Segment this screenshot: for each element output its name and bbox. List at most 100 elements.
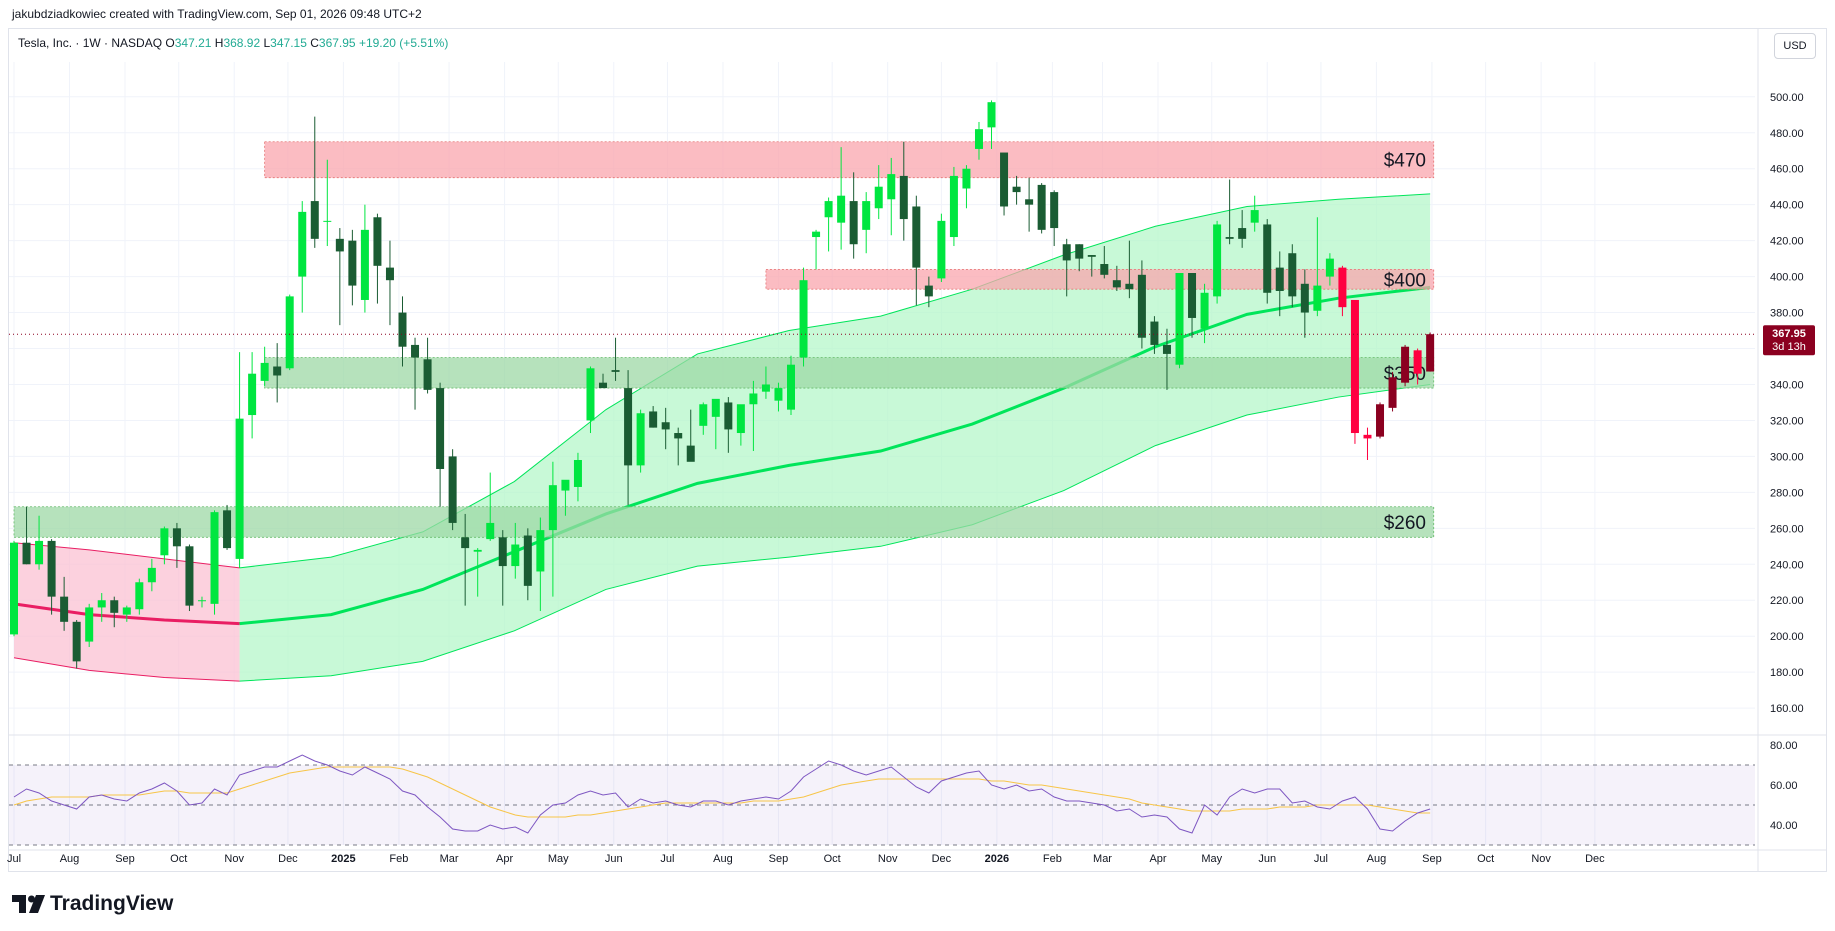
candle-body bbox=[135, 582, 144, 610]
candle-body bbox=[987, 102, 996, 128]
close-value: 367.95 bbox=[318, 36, 356, 50]
candle-body bbox=[498, 537, 507, 567]
price-zone bbox=[264, 357, 1435, 389]
candle-body bbox=[448, 456, 457, 523]
time-tick-label: Nov bbox=[224, 853, 244, 865]
candle-body bbox=[310, 201, 319, 239]
candle-body bbox=[1250, 210, 1259, 223]
candle-body bbox=[60, 596, 69, 622]
candle-body bbox=[1288, 253, 1297, 297]
tradingview-logo-text: TradingView bbox=[50, 892, 174, 915]
candle-body bbox=[949, 175, 958, 238]
candle-body bbox=[1263, 224, 1272, 293]
candle-body bbox=[674, 433, 683, 439]
time-tick-label: Jun bbox=[1258, 853, 1276, 865]
price-tick-label: 440.00 bbox=[1770, 200, 1804, 212]
candle-body bbox=[1025, 199, 1034, 205]
candle-body bbox=[1376, 404, 1385, 437]
candle-body bbox=[273, 366, 282, 376]
candle-body bbox=[235, 418, 244, 559]
time-tick-label: Aug bbox=[1367, 853, 1387, 865]
candle-body bbox=[937, 220, 946, 279]
candle-body bbox=[636, 413, 645, 466]
regression-channel-band bbox=[239, 193, 1431, 682]
candle-body bbox=[1413, 350, 1422, 374]
candle-body bbox=[1075, 244, 1084, 259]
candle-body bbox=[548, 485, 557, 531]
low-label: L bbox=[263, 36, 271, 50]
candle-body bbox=[1112, 280, 1121, 288]
candle-body bbox=[1188, 273, 1197, 318]
close-label: C bbox=[310, 36, 319, 50]
candle-body bbox=[699, 404, 708, 426]
candle-body bbox=[223, 510, 232, 549]
high-value: 368.92 bbox=[223, 36, 261, 50]
candle-body bbox=[1037, 184, 1046, 230]
candle-body bbox=[1213, 224, 1222, 297]
candle-body bbox=[787, 364, 795, 410]
candle-body bbox=[260, 362, 269, 381]
candle-body bbox=[348, 240, 357, 286]
time-tick-label: Oct bbox=[824, 853, 841, 865]
chart-frame bbox=[8, 28, 1827, 872]
price-tick-label: 500.00 bbox=[1770, 92, 1804, 104]
time-tick-label: Dec bbox=[1585, 853, 1605, 865]
price-tick-label: 200.00 bbox=[1770, 631, 1804, 643]
candle-body bbox=[1388, 377, 1397, 408]
price-tick-label: 160.00 bbox=[1770, 703, 1804, 715]
price-tick-label: 280.00 bbox=[1770, 487, 1804, 499]
candle-body bbox=[122, 607, 131, 615]
candle-body bbox=[1200, 292, 1209, 329]
candle-body bbox=[436, 388, 445, 469]
time-tick-label: Mar bbox=[440, 853, 459, 865]
candle-body bbox=[398, 312, 407, 347]
time-tick-label: Jun bbox=[605, 853, 623, 865]
candle-body bbox=[912, 206, 921, 268]
candle-body bbox=[473, 549, 482, 552]
price-tick-label: 320.00 bbox=[1770, 415, 1804, 427]
zone-label: $470 bbox=[1384, 151, 1426, 172]
candle-body bbox=[1300, 283, 1309, 313]
tradingview-logo[interactable]: TradingView bbox=[12, 892, 173, 916]
candle-body bbox=[573, 459, 582, 487]
candle-body bbox=[1062, 244, 1071, 261]
time-tick-label: Dec bbox=[932, 853, 952, 865]
candle-body bbox=[599, 382, 608, 389]
price-tick-label: 180.00 bbox=[1770, 667, 1804, 679]
time-tick-label: Jul bbox=[7, 853, 21, 865]
price-tick-label: 460.00 bbox=[1770, 164, 1804, 176]
currency-button[interactable]: USD bbox=[1774, 33, 1816, 59]
candle-body bbox=[22, 542, 31, 565]
symbol-name[interactable]: Tesla, Inc. · 1W · NASDAQ bbox=[18, 36, 163, 50]
regression-channel-mid bbox=[239, 285, 1431, 626]
candle-body bbox=[335, 238, 344, 252]
time-tick-label: Oct bbox=[1477, 853, 1494, 865]
candle-body bbox=[536, 530, 545, 572]
candle-body bbox=[1313, 285, 1322, 311]
candle-body bbox=[849, 201, 858, 245]
candle-body bbox=[1100, 264, 1109, 275]
time-tick-label: Aug bbox=[713, 853, 733, 865]
time-tick-label: Sep bbox=[1422, 853, 1442, 865]
candle-body bbox=[461, 537, 470, 549]
time-tick-label: Apr bbox=[1149, 853, 1166, 865]
candle-body bbox=[47, 540, 56, 597]
candle-body bbox=[1087, 255, 1096, 257]
rsi-tick-label: 60.00 bbox=[1770, 780, 1798, 792]
candle-body bbox=[874, 186, 883, 209]
open-label: O bbox=[165, 36, 175, 50]
time-tick-label: Jul bbox=[660, 853, 674, 865]
candle-body bbox=[711, 398, 720, 417]
time-tick-label: Apr bbox=[496, 853, 513, 865]
candle-body bbox=[686, 445, 695, 462]
price-tick-label: 260.00 bbox=[1770, 523, 1804, 535]
time-tick-label: May bbox=[548, 853, 569, 865]
price-tick-label: 400.00 bbox=[1770, 272, 1804, 284]
candle-body bbox=[10, 542, 18, 635]
candle-body bbox=[774, 388, 783, 401]
regression-channel-lower bbox=[239, 383, 1431, 682]
candle-body bbox=[1275, 267, 1284, 291]
time-tick-label: Oct bbox=[170, 853, 187, 865]
regression-channel-lower bbox=[13, 657, 240, 682]
